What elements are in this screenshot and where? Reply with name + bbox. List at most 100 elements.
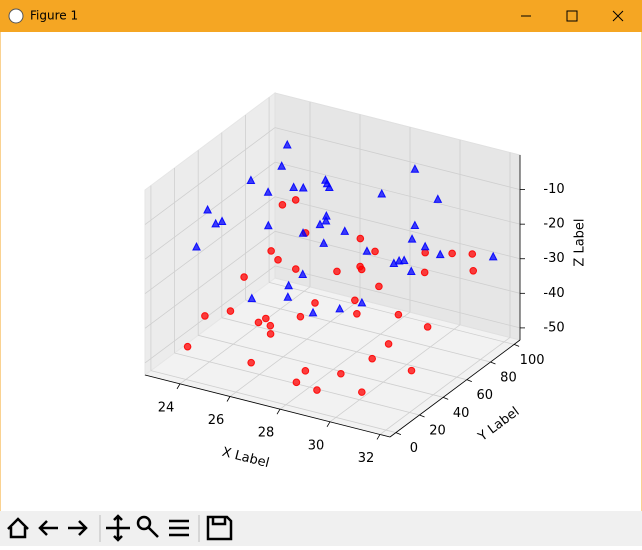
circle-point	[266, 321, 275, 330]
tick-mark	[226, 396, 231, 402]
back-button[interactable]	[38, 520, 58, 536]
circle-point	[394, 310, 403, 319]
circle-point	[240, 273, 248, 281]
triangle-point	[406, 266, 416, 275]
y-tick-label: 80	[500, 371, 517, 386]
triangle-point	[289, 182, 299, 191]
circle-point	[254, 318, 263, 327]
triangle-point	[357, 297, 367, 307]
y-tick-label: 100	[520, 353, 545, 368]
circle-point	[384, 340, 393, 348]
triangle-point	[340, 226, 350, 235]
zoom-button[interactable]	[136, 515, 159, 538]
triangle-point	[211, 218, 221, 228]
triangle-point	[217, 216, 227, 225]
triangle-point	[246, 175, 256, 185]
triangle-point	[277, 161, 287, 170]
circle-point	[337, 369, 345, 378]
triangle-point	[322, 178, 332, 188]
grid-line	[221, 317, 467, 381]
circle-point	[351, 296, 359, 305]
circle-point	[278, 201, 287, 209]
grid-line	[274, 127, 521, 190]
tick-mark	[276, 408, 281, 415]
circle-point	[291, 265, 300, 273]
circle-point	[375, 282, 383, 291]
toolbar	[0, 511, 642, 546]
maximize-button[interactable]	[566, 10, 578, 22]
triangle-point	[203, 204, 213, 214]
grid-line	[144, 230, 276, 329]
grid-line	[274, 265, 521, 329]
circle-point	[421, 248, 429, 257]
triangle-point	[192, 241, 201, 251]
circle-point	[266, 330, 275, 338]
circle-point	[448, 249, 456, 258]
title-bar	[0, 0, 642, 32]
pan-button[interactable]	[106, 514, 130, 542]
triangle-point	[298, 182, 308, 192]
circle-point	[333, 267, 341, 276]
grid-line	[268, 282, 515, 345]
x-tick-label: 24	[158, 400, 175, 415]
tick-mark	[466, 379, 472, 383]
tick-mark	[419, 414, 425, 418]
triangle-point	[410, 164, 420, 173]
y-tick-label: 20	[429, 423, 446, 438]
circle-point	[469, 266, 478, 275]
z-tick-label: -50	[543, 320, 564, 335]
circle-point	[311, 299, 319, 307]
circle-point	[292, 378, 301, 387]
tick-mark	[443, 396, 449, 400]
triangle-point	[319, 238, 329, 247]
tick-mark	[395, 432, 402, 435]
circle-point	[247, 358, 255, 367]
grid-line	[144, 265, 276, 364]
triangle-point	[488, 251, 498, 261]
axis-line	[144, 374, 391, 438]
triangle-point	[282, 139, 292, 149]
circle-point	[291, 196, 300, 204]
triangle-point	[410, 220, 420, 230]
triangle-point	[407, 234, 417, 243]
circle-point	[262, 314, 270, 323]
circle-point	[301, 367, 310, 375]
home-button[interactable]	[7, 517, 29, 539]
close-button[interactable]	[612, 10, 624, 22]
grid-line	[274, 161, 521, 225]
triangle-point	[420, 241, 430, 251]
y-tick-label: 0	[410, 441, 418, 456]
grid-line	[179, 286, 311, 385]
save-button[interactable]	[206, 515, 233, 541]
grid-line	[144, 196, 276, 295]
x-tick-label: 32	[358, 451, 375, 466]
grid-line	[379, 337, 511, 435]
y-tick-label: 40	[453, 406, 470, 421]
grid-line	[245, 299, 491, 363]
x-tick-label: 30	[308, 438, 325, 453]
tick-mark	[490, 361, 496, 365]
window-title: Figure 1	[30, 9, 78, 23]
triangle-point	[247, 293, 257, 303]
forward-button[interactable]	[68, 520, 88, 536]
grid-line	[144, 127, 276, 225]
app-icon	[8, 8, 24, 24]
z-axis-label: Z Label	[573, 218, 588, 266]
x-tick-label: 28	[258, 426, 275, 441]
tick-mark	[326, 421, 331, 428]
circle-point	[183, 342, 192, 351]
grid-line	[198, 334, 444, 398]
triangle-point	[433, 194, 443, 203]
circle-point	[358, 388, 366, 396]
triangle-point	[283, 292, 293, 301]
configure-button[interactable]	[169, 519, 189, 537]
z-tick-label: -10	[543, 182, 564, 197]
circle-point	[357, 265, 366, 274]
triangle-point	[308, 307, 318, 317]
z-tick-label: -20	[543, 217, 564, 232]
circle-point	[201, 312, 209, 320]
z-tick-label: -30	[543, 251, 564, 266]
circle-point	[296, 312, 305, 321]
